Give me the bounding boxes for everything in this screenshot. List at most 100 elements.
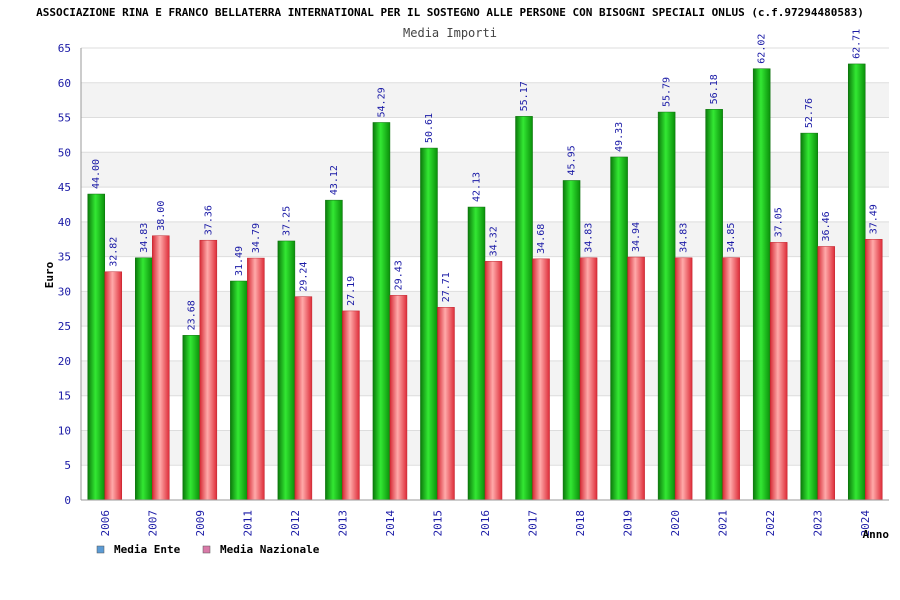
legend-label: Media Ente [114,543,181,556]
x-tick-label: 2012 [289,510,302,537]
bar-media-nazionale [579,257,598,501]
bar-media-nazionale [104,271,123,501]
data-label: 32.82 [108,237,119,267]
x-tick-label: 2019 [622,510,635,537]
bar-media-ente [467,206,486,501]
x-tick-label: 2018 [574,510,587,537]
bar-media-ente [847,63,866,501]
data-label: 52.76 [804,98,815,128]
x-tick-label: 2020 [669,510,682,537]
data-label: 37.36 [203,205,214,235]
data-label: 38.00 [156,201,167,231]
y-tick-label: 45 [58,181,71,194]
bar-media-ente [562,180,581,501]
data-label: 54.29 [376,87,387,117]
data-label: 42.13 [472,172,483,202]
data-label: 34.83 [584,223,595,253]
legend: Media Ente Media Nazionale [96,543,320,556]
x-axis-label: Anno [863,528,890,541]
x-tick-label: 2006 [99,510,112,537]
data-label: 29.43 [393,260,404,290]
bar-media-nazionale [152,235,170,501]
bar-media-ente [230,280,248,501]
bar-media-ente [705,109,723,501]
x-tick-label: 2016 [479,510,492,537]
data-label: 56.18 [709,74,720,104]
y-axis-label: Euro [43,261,56,288]
data-label: 62.02 [757,34,768,64]
bars: 44.00 32.82 34.83 38.00 23.68 37.36 31.49 34.79… [87,29,883,501]
data-label: 34.79 [251,223,262,253]
data-label: 55.79 [662,77,673,107]
y-tick-label: 35 [58,251,71,264]
data-label: 34.68 [536,224,547,254]
legend-swatch [202,545,211,554]
data-label: 36.46 [821,211,832,241]
bar-media-ente [277,240,296,501]
bar-media-nazionale [247,257,265,501]
y-tick-label: 30 [58,285,71,298]
y-tick-label: 50 [58,146,71,159]
bar-media-ente [325,199,343,501]
bar-media-ente [135,257,153,501]
data-label: 34.83 [679,223,690,253]
data-label: 62.71 [852,29,863,59]
x-tick-label: 2009 [194,510,207,537]
data-label: 27.19 [346,276,357,306]
x-tick-label: 2015 [431,510,444,537]
data-label: 23.68 [186,300,197,330]
bar-media-nazionale [769,242,788,501]
bar-media-nazionale [199,239,218,501]
y-tick-label: 60 [58,77,71,90]
data-label: 37.05 [774,207,785,237]
bar-media-nazionale [722,257,740,501]
bar-media-ente [515,116,533,501]
y-tick-label: 0 [64,494,71,507]
data-label: 37.25 [281,206,292,236]
data-label: 27.71 [441,272,452,302]
y-axis-ticks: 0 5 10 15 20 25 30 35 40 45 50 55 60 65 [58,42,71,507]
y-tick-label: 25 [58,320,71,333]
bar-media-ente [610,156,628,501]
x-tick-label: 2023 [812,510,825,537]
data-label: 29.24 [298,262,309,292]
data-label: 44.00 [91,159,102,189]
data-label: 34.94 [631,222,642,252]
bar-media-nazionale [817,246,835,501]
x-axis-ticks: 2006 2007 2009 2011 2012 2013 2014 2015 2016 2017… [99,510,872,537]
x-tick-label: 2013 [336,510,349,537]
bar-media-nazionale [627,256,645,501]
legend-label: Media Nazionale [220,543,320,556]
chart-title: ASSOCIAZIONE RINA E FRANCO BELLATERRA IN… [36,6,864,19]
bar-media-ente [372,122,391,501]
x-tick-label: 2021 [717,510,730,537]
x-tick-label: 2014 [384,510,397,537]
y-tick-label: 5 [64,459,71,472]
x-tick-label: 2024 [859,510,872,537]
data-label: 45.95 [567,145,578,175]
chart-subtitle: Media Importi [403,26,497,40]
bar-media-nazionale [342,310,360,501]
y-tick-label: 15 [58,390,71,403]
bar-media-ente [800,132,818,501]
bar-media-ente [420,147,438,501]
x-tick-label: 2007 [146,510,159,537]
data-label: 34.32 [489,226,500,256]
data-label: 34.83 [139,223,150,253]
y-tick-label: 10 [58,424,71,437]
y-tick-label: 65 [58,42,71,55]
bar-media-ente [182,335,201,501]
data-label: 34.85 [726,223,737,253]
bar-media-nazionale [294,296,313,501]
y-tick-label: 55 [58,112,71,125]
bar-media-nazionale [389,295,408,501]
bar-media-nazionale [674,257,693,501]
bar-media-ente [87,193,106,501]
x-tick-label: 2017 [527,510,540,537]
x-tick-label: 2022 [764,510,777,537]
bar-media-nazionale [484,261,503,501]
bar-media-nazionale [532,258,550,501]
y-tick-label: 40 [58,216,71,229]
data-label: 37.49 [869,204,880,234]
bar-media-nazionale [437,307,455,501]
